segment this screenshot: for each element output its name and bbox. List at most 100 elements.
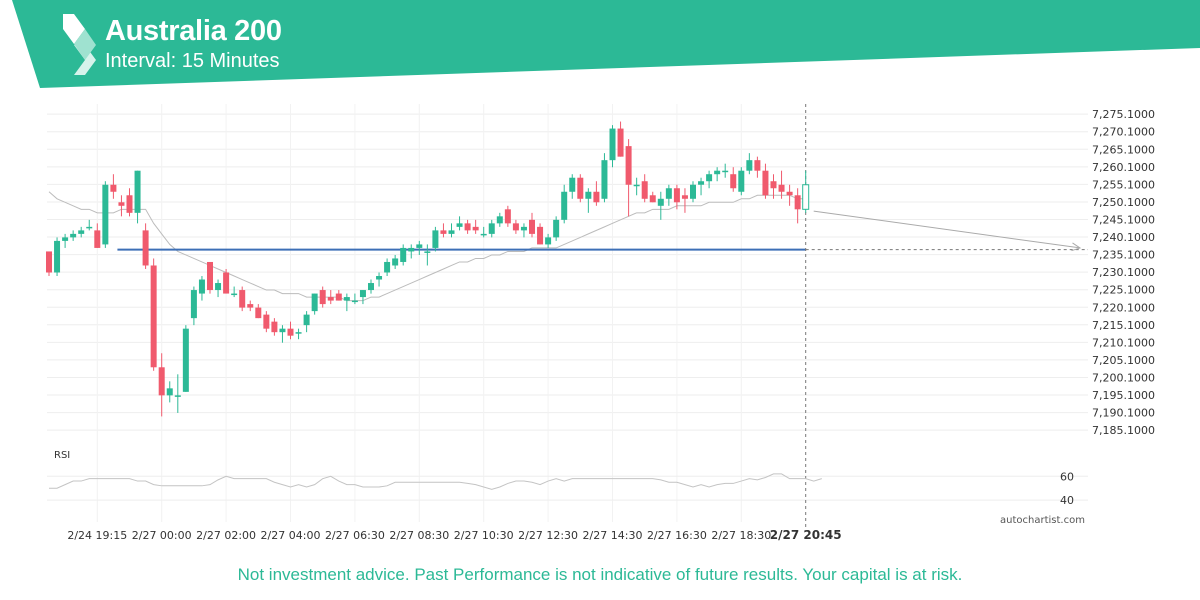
y-tick-label: 7,185.1000 — [1092, 424, 1155, 437]
candle — [738, 170, 745, 192]
candle — [794, 195, 801, 210]
y-tick-label: 7,250.1000 — [1092, 196, 1155, 209]
x-tick-label: 2/27 14:30 — [583, 529, 643, 542]
rsi-tick-label: 40 — [1060, 494, 1074, 507]
candle — [464, 223, 471, 231]
candle — [215, 283, 222, 291]
candle — [182, 328, 189, 392]
candle — [673, 188, 680, 203]
candle — [593, 191, 600, 203]
x-tick-label: 2/27 12:30 — [518, 529, 578, 542]
y-tick-label: 7,270.1000 — [1092, 126, 1155, 139]
candle — [730, 174, 737, 189]
x-tick-label: 2/27 06:30 — [325, 529, 385, 542]
disclaimer: Not investment advice. Past Performance … — [237, 565, 963, 584]
candle — [70, 233, 77, 238]
candle — [512, 223, 519, 231]
candle — [78, 230, 85, 234]
candle — [569, 177, 576, 192]
x-tick-label: 2/27 04:00 — [261, 529, 321, 542]
candle — [46, 251, 52, 273]
candle — [255, 307, 262, 319]
candle — [545, 237, 552, 245]
x-tick-label: 2/27 00:00 — [132, 529, 192, 542]
y-tick-label: 7,235.1000 — [1092, 249, 1155, 262]
candle — [698, 181, 705, 185]
candle — [62, 237, 69, 241]
candle — [786, 191, 793, 196]
candle — [400, 247, 407, 262]
candle — [239, 290, 246, 308]
candle — [134, 170, 141, 213]
candle — [770, 181, 777, 189]
candle — [496, 216, 503, 224]
candle — [142, 230, 149, 266]
candle — [150, 265, 157, 368]
x-tick-label: 2/27 16:30 — [647, 529, 707, 542]
y-tick-label: 7,220.1000 — [1092, 301, 1155, 314]
candle — [384, 261, 391, 273]
candle — [762, 170, 769, 196]
y-tick-label: 7,245.1000 — [1092, 213, 1155, 226]
header-band — [12, 0, 1200, 88]
candle — [480, 233, 487, 236]
candle — [472, 226, 479, 231]
candle — [279, 328, 286, 333]
y-tick-label: 7,190.1000 — [1092, 407, 1155, 420]
y-tick-label: 7,265.1000 — [1092, 143, 1155, 156]
candle — [706, 174, 713, 182]
candle — [416, 244, 423, 248]
candle — [102, 184, 109, 245]
candle — [722, 170, 729, 173]
y-tick-label: 7,200.1000 — [1092, 371, 1155, 384]
candle — [231, 293, 238, 296]
candle — [504, 209, 511, 224]
candle — [311, 293, 318, 312]
candle — [424, 251, 431, 253]
candle — [617, 128, 624, 157]
candle — [174, 395, 181, 397]
y-tick-label: 7,230.1000 — [1092, 266, 1155, 279]
candle — [303, 314, 310, 326]
candle — [335, 293, 342, 301]
candle — [319, 290, 326, 305]
candle — [376, 276, 383, 280]
candle — [54, 240, 61, 273]
candle — [198, 279, 205, 294]
candle — [657, 198, 664, 206]
candle — [295, 332, 302, 334]
candle — [714, 170, 721, 175]
y-tick-label: 7,240.1000 — [1092, 231, 1155, 244]
y-tick-label: 7,275.1000 — [1092, 108, 1155, 121]
y-tick-label: 7,210.1000 — [1092, 336, 1155, 349]
candle — [553, 219, 560, 238]
candle-current — [802, 184, 810, 210]
candle — [641, 181, 648, 199]
candle — [601, 160, 608, 199]
watermark: autochartist.com — [1000, 515, 1085, 526]
candle — [287, 328, 294, 336]
x-tick-label: 2/27 18:30 — [711, 529, 771, 542]
projection-arrow-head — [1071, 242, 1082, 252]
y-tick-label: 7,205.1000 — [1092, 354, 1155, 367]
candle — [118, 202, 125, 206]
candle — [778, 184, 785, 192]
y-tick-label: 7,225.1000 — [1092, 284, 1155, 297]
candle — [166, 388, 173, 396]
candle — [448, 230, 455, 234]
candle — [561, 191, 568, 220]
candle — [392, 258, 399, 266]
brand-logo-icon — [63, 14, 96, 75]
candle — [488, 223, 495, 234]
y-tick-label: 7,215.1000 — [1092, 319, 1155, 332]
candle — [223, 272, 230, 294]
candle — [408, 247, 415, 252]
candle — [271, 321, 278, 333]
y-tick-label: 7,255.1000 — [1092, 178, 1155, 191]
candle — [327, 297, 334, 301]
candle — [529, 219, 535, 234]
candle — [690, 184, 696, 199]
rsi-label: RSI — [54, 450, 70, 461]
candle — [351, 300, 358, 303]
rsi-line — [49, 473, 822, 490]
